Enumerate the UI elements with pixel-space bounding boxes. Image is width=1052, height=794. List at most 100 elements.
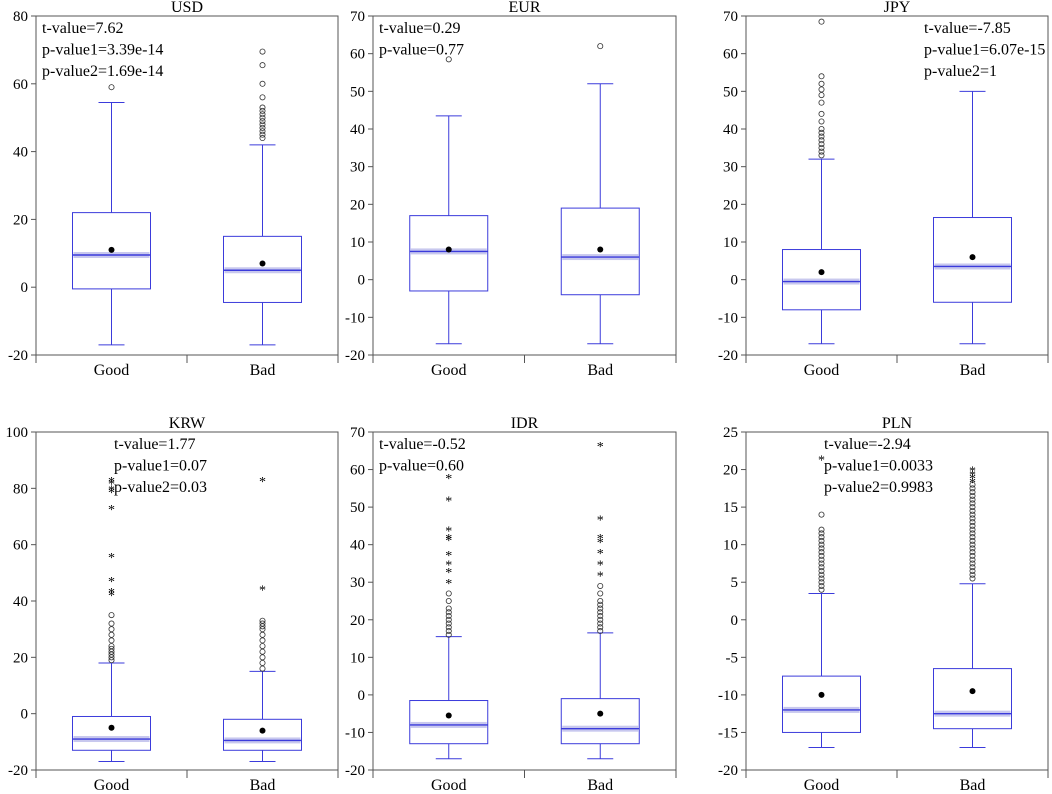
- outlier-point: [259, 626, 266, 633]
- y-tick-label: 60: [723, 47, 738, 63]
- stat-annotation: p-value2=1: [924, 63, 997, 80]
- outlier-point: [597, 628, 604, 635]
- y-tick-label: 25: [723, 425, 738, 441]
- y-tick-label: -20: [718, 348, 738, 364]
- extreme-outlier-point: *: [259, 475, 266, 490]
- y-tick-label: -5: [726, 650, 739, 666]
- outlier-point: [818, 560, 825, 567]
- outlier-point: [818, 141, 825, 148]
- outlier-point: [259, 643, 266, 650]
- outlier-point: [818, 552, 825, 559]
- outlier-point: [259, 637, 266, 644]
- extreme-outlier-point: *: [597, 536, 604, 551]
- outlier-point: [597, 624, 604, 631]
- outlier-point: [597, 590, 604, 597]
- box-good: *********: [72, 475, 151, 763]
- y-tick-label: 40: [13, 594, 28, 610]
- stat-annotation: p-value1=0.07: [114, 458, 207, 475]
- mean-point: [818, 691, 825, 698]
- box-good: [409, 56, 489, 345]
- outlier-point: [969, 541, 976, 548]
- outlier-point: [969, 519, 976, 526]
- outlier-point: [818, 537, 825, 544]
- box-bad: [223, 48, 302, 346]
- y-tick-label: 10: [723, 235, 738, 251]
- outlier-point: [969, 504, 976, 511]
- extreme-outlier-point: *: [597, 513, 604, 528]
- outlier-point: [445, 609, 452, 616]
- panel-eur: EUR -20 -10 0 10 20 30 40 50 60 70 Good Bad t-value=0…: [345, 0, 677, 379]
- y-tick-label: 30: [350, 575, 365, 591]
- extreme-outlier-point: *: [108, 486, 115, 501]
- stat-annotation: t-value=7.62: [42, 20, 123, 37]
- outlier-point: [108, 620, 115, 627]
- box-good: [72, 84, 151, 346]
- outlier-point: [818, 541, 825, 548]
- y-tick-label: -10: [345, 310, 365, 326]
- outlier-point: [818, 545, 825, 552]
- extreme-outlier-point: *: [969, 465, 976, 480]
- outlier-point: [108, 657, 115, 664]
- extreme-outlier-point: *: [969, 472, 976, 487]
- outlier-point: [445, 624, 452, 631]
- outlier-point: [969, 481, 976, 488]
- stat-annotation: p-value1=3.39e-14: [42, 42, 163, 59]
- panel-title: PLN: [882, 415, 913, 432]
- outlier-point: [818, 129, 825, 136]
- outlier-point: [259, 128, 266, 135]
- outlier-point: [597, 598, 604, 605]
- outlier-point: [597, 609, 604, 616]
- y-tick-label: -20: [8, 763, 28, 779]
- outlier-point: [818, 511, 825, 518]
- outlier-point: [818, 586, 825, 593]
- outlier-point: [445, 590, 452, 597]
- stat-annotation: t-value=-7.85: [924, 20, 1011, 37]
- stat-annotation: p-value1=0.0033: [824, 458, 933, 475]
- extreme-outlier-point: *: [108, 551, 115, 566]
- box-good: [782, 18, 861, 345]
- extreme-outlier-point: *: [108, 589, 115, 604]
- y-tick-label: 50: [723, 84, 738, 100]
- x-category-label: Bad: [587, 362, 613, 379]
- y-tick-label: 40: [350, 122, 365, 138]
- panel-jpy: JPY -20 -10 0 10 20 30 40 50 60 70 Good Bad t-value=-…: [718, 0, 1049, 379]
- outlier-point: [259, 80, 266, 87]
- extreme-outlier-point: *: [445, 472, 452, 487]
- outlier-point: [969, 485, 976, 492]
- outlier-point: [445, 56, 452, 63]
- outlier-point: [597, 620, 604, 627]
- y-tick-label: 60: [350, 463, 365, 479]
- extreme-outlier-point: *: [445, 525, 452, 540]
- outlier-point: [818, 92, 825, 99]
- y-tick-label: -20: [718, 763, 738, 779]
- outlier-point: [259, 620, 266, 627]
- x-category-label: Good: [94, 362, 130, 379]
- outlier-point: [818, 144, 825, 151]
- outlier-point: [969, 534, 976, 541]
- mean-point: [818, 269, 825, 276]
- extreme-outlier-point: *: [969, 476, 976, 491]
- outlier-point: [259, 62, 266, 69]
- outlier-point: [597, 582, 604, 589]
- y-tick-label: 60: [13, 538, 28, 554]
- extreme-outlier-point: *: [597, 440, 604, 455]
- panel-title: USD: [171, 0, 203, 16]
- y-tick-label: 80: [13, 9, 28, 25]
- outlier-point: [108, 643, 115, 650]
- extreme-outlier-point: *: [445, 577, 452, 592]
- outlier-point: [108, 648, 115, 655]
- outlier-point: [818, 582, 825, 589]
- stat-annotation: p-value2=0.9983: [824, 479, 933, 496]
- outlier-point: [818, 530, 825, 537]
- outlier-point: [259, 94, 266, 101]
- box-bad: [560, 43, 640, 345]
- panel-title: EUR: [509, 0, 541, 16]
- outlier-point: [818, 80, 825, 87]
- outlier-point: [969, 567, 976, 574]
- extreme-outlier-point: *: [108, 586, 115, 601]
- extreme-outlier-point: *: [597, 570, 604, 585]
- extreme-outlier-point: *: [108, 503, 115, 518]
- y-tick-label: 0: [358, 273, 366, 289]
- outlier-point: [259, 131, 266, 138]
